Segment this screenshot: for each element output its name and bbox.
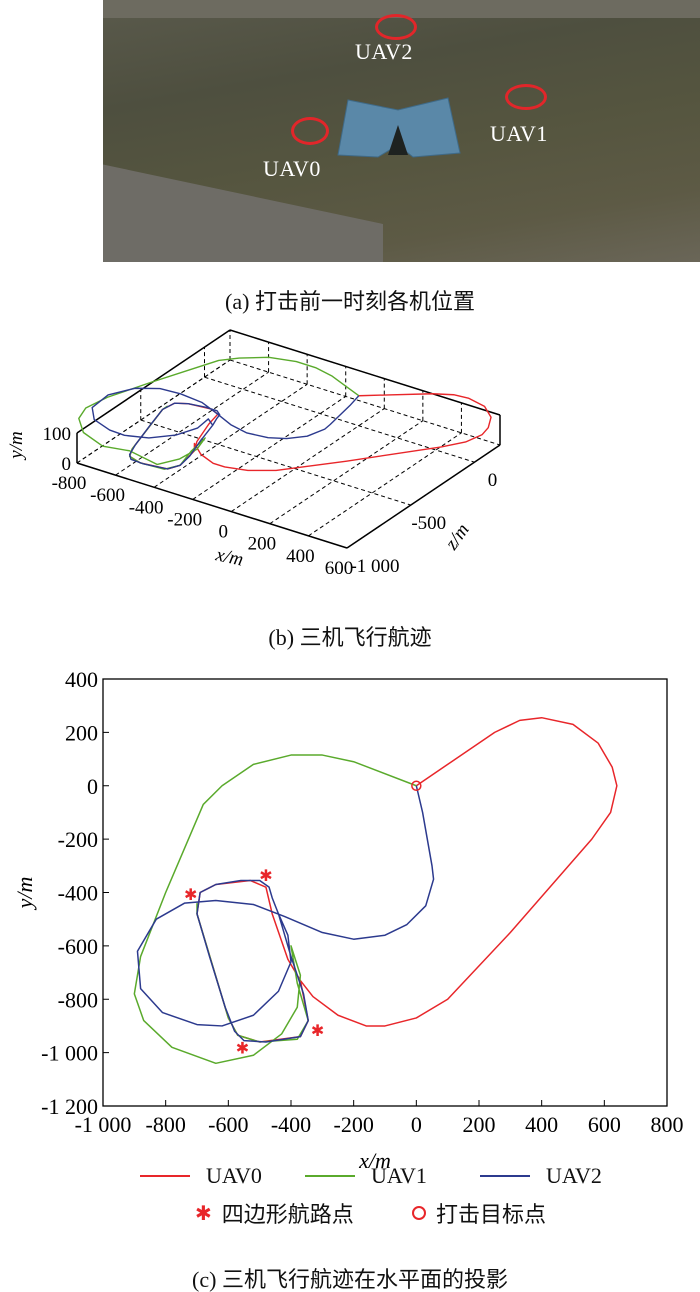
series-uav2 bbox=[136, 785, 435, 1043]
legend-label: 四边形航路点 bbox=[221, 1202, 354, 1227]
y-tick-label: 200 bbox=[65, 720, 98, 745]
uav0-marker bbox=[291, 117, 329, 145]
grid-line bbox=[140, 419, 411, 506]
x-tick-label: -1 000 bbox=[75, 1112, 132, 1137]
tent bbox=[337, 97, 461, 158]
grid-line bbox=[231, 408, 385, 512]
x-tick-label: 200 bbox=[463, 1112, 496, 1137]
x-tick-label: 0 bbox=[411, 1112, 422, 1137]
caption-b: (b) 三机飞行航迹 bbox=[268, 625, 432, 650]
grid-line bbox=[308, 432, 462, 537]
legend-label: 打击目标点 bbox=[436, 1202, 547, 1227]
caption-a: (a) 打击前一时刻各机位置 bbox=[225, 289, 475, 314]
x-tick-label: -400 bbox=[271, 1112, 311, 1137]
legend-waypoints: ✱ 四边形航路点 bbox=[195, 1197, 354, 1229]
series-3d-uav2 bbox=[91, 387, 360, 470]
y-tick-label: 0 bbox=[87, 774, 98, 799]
legend-line-icon bbox=[140, 1175, 190, 1177]
y-tick-label: -200 bbox=[58, 827, 98, 852]
legend-label: UAV1 bbox=[371, 1163, 427, 1188]
x-axis-label: x/m bbox=[213, 544, 245, 570]
road-bottom bbox=[103, 155, 383, 262]
x-axis bbox=[76, 462, 348, 549]
legend-target: 打击目标点 bbox=[412, 1197, 546, 1229]
x-tick-label: 0 bbox=[219, 522, 229, 543]
x-tick-label: -200 bbox=[334, 1112, 374, 1137]
z-tick-label: 0 bbox=[488, 470, 498, 491]
z-tick-label: -1 000 bbox=[350, 556, 399, 577]
y-tick-label: -600 bbox=[58, 934, 98, 959]
y-tick-label: -400 bbox=[58, 881, 98, 906]
target-marker bbox=[411, 780, 422, 791]
y-tick-label: -1 000 bbox=[41, 1041, 98, 1066]
x-tick-label: -800 bbox=[52, 473, 87, 494]
grid-line bbox=[229, 359, 501, 446]
grid-line bbox=[269, 420, 424, 525]
y-tick-label: 100 bbox=[43, 424, 72, 445]
waypoint-marker: ✱ bbox=[184, 887, 197, 904]
x-tick-label: 600 bbox=[588, 1112, 621, 1137]
x-tick-label: 200 bbox=[248, 534, 277, 555]
x-tick-label: -600 bbox=[90, 485, 125, 506]
grid-line bbox=[115, 371, 269, 476]
grid-line bbox=[192, 396, 346, 500]
uav1-label: UAV1 bbox=[490, 121, 548, 146]
y-tick-label: 400 bbox=[65, 667, 98, 692]
legend-line-icon bbox=[305, 1175, 355, 1177]
x-tick-label: -600 bbox=[208, 1112, 248, 1137]
y-tick-label: 0 bbox=[62, 454, 72, 475]
grid-line bbox=[76, 359, 231, 464]
x-axis-label: x/m bbox=[358, 1148, 391, 1173]
legend-label: UAV0 bbox=[206, 1163, 262, 1188]
grid-line bbox=[153, 383, 308, 488]
field-photo: UAV2 UAV1 UAV0 bbox=[103, 0, 700, 262]
uav2-marker bbox=[375, 14, 417, 40]
y-tick-label: -800 bbox=[58, 987, 98, 1012]
legend-uav2: UAV2 bbox=[480, 1163, 602, 1189]
waypoint-marker: ✱ bbox=[259, 868, 272, 885]
x-tick-label: 600 bbox=[325, 558, 354, 579]
waypoint-marker: ✱ bbox=[236, 1040, 249, 1057]
box-edge bbox=[229, 329, 501, 416]
y-tick-label: -1 200 bbox=[41, 1094, 98, 1119]
circle-marker-icon bbox=[412, 1206, 426, 1220]
uav1-marker bbox=[505, 84, 547, 110]
x-tick-label: -800 bbox=[146, 1112, 186, 1137]
x-tick-label: 400 bbox=[286, 546, 315, 567]
chart-horizontal-projection: -1 000 -800 -600 -400 -200 0 200 400 600 800 -1 20… bbox=[12, 667, 684, 1173]
z-tick-label: -500 bbox=[411, 513, 446, 534]
x-tick-label: 800 bbox=[651, 1112, 684, 1137]
z-axis bbox=[346, 444, 501, 549]
legend-label: UAV2 bbox=[546, 1163, 602, 1188]
road-top bbox=[103, 0, 700, 18]
caption-c: (c) 三机飞行航迹在水平面的投影 bbox=[192, 1267, 508, 1292]
y-axis-label: y/m bbox=[6, 431, 27, 460]
chart-3d-trajectories: -800-600-400-200 0 200 400 600-1 000 -500 0 0 10… bbox=[6, 329, 501, 579]
uav0-label: UAV0 bbox=[263, 156, 321, 181]
legend-line-icon bbox=[480, 1175, 530, 1177]
x-tick-label: 400 bbox=[525, 1112, 558, 1137]
star-marker-icon: ✱ bbox=[195, 1202, 212, 1225]
legend-uav0: UAV0 bbox=[140, 1163, 262, 1189]
legend-uav1: UAV1 bbox=[305, 1163, 427, 1189]
y-axis-label: y/m bbox=[12, 877, 37, 911]
grid-line bbox=[204, 376, 475, 463]
uav2-label: UAV2 bbox=[355, 39, 413, 64]
waypoint-marker: ✱ bbox=[311, 1023, 324, 1040]
x-tick-label: -200 bbox=[167, 509, 202, 530]
x-tick-label: -400 bbox=[129, 497, 164, 518]
